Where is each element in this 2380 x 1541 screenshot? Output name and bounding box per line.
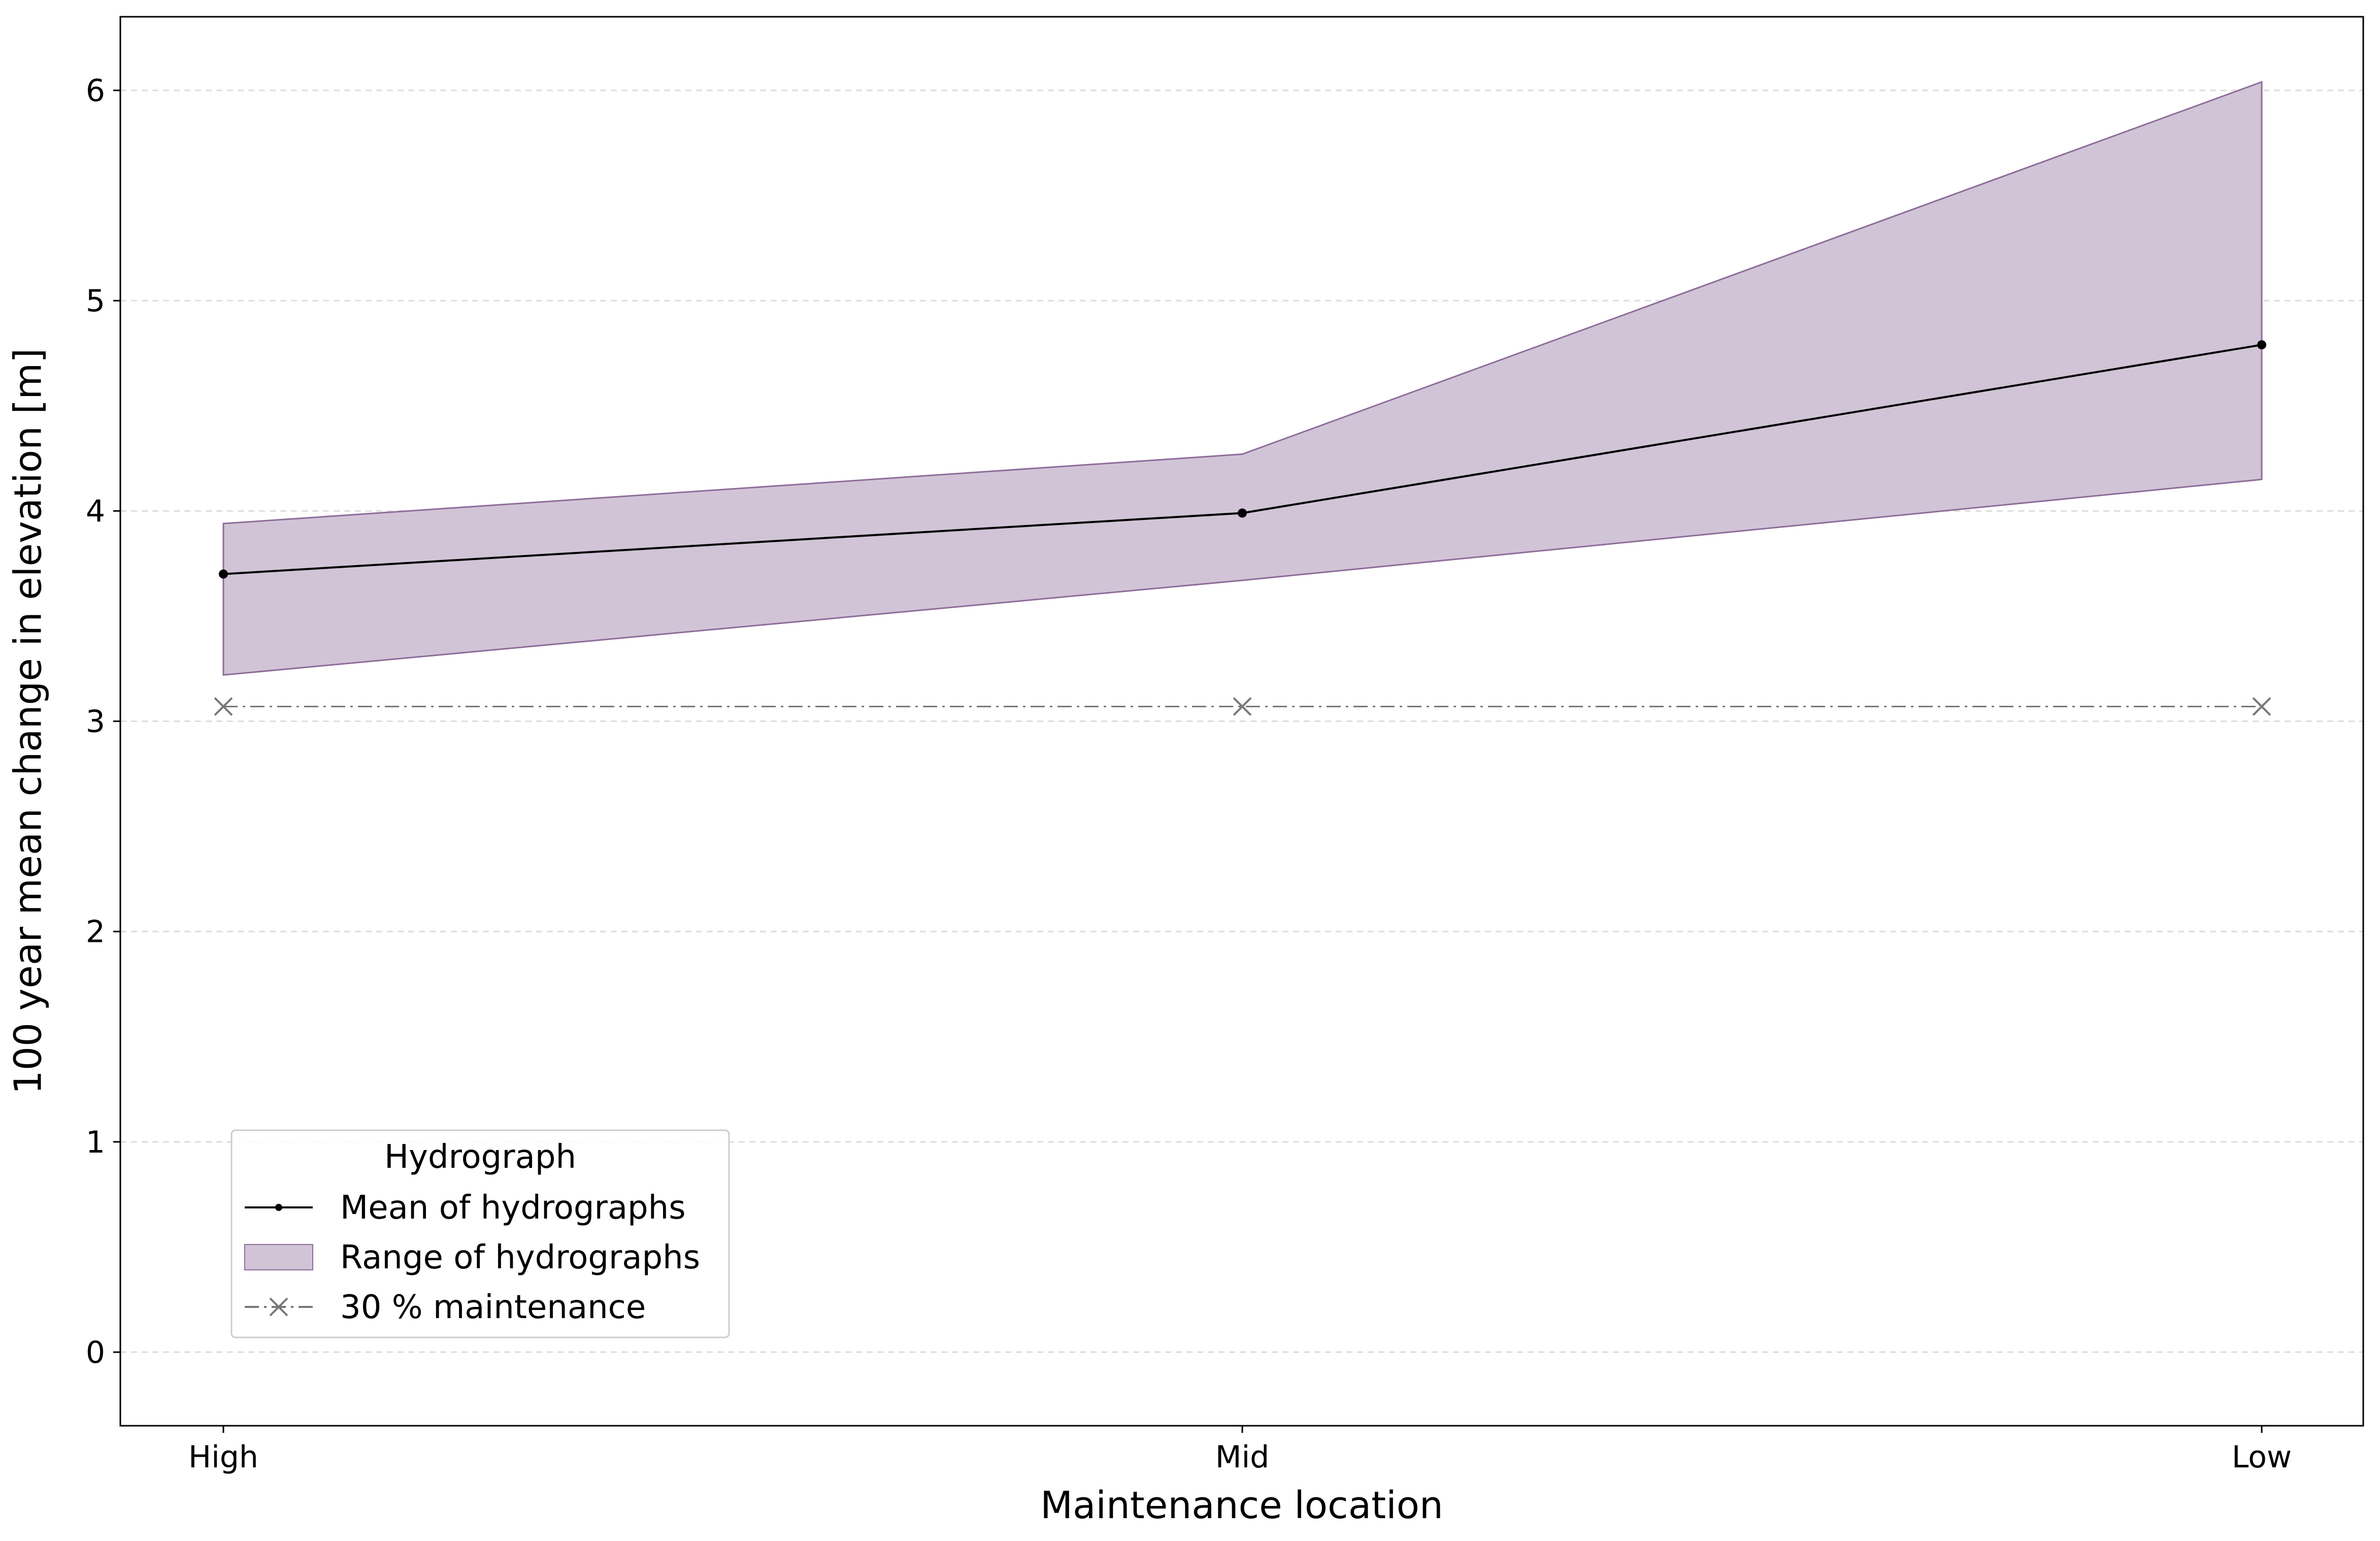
x-axis-title: Maintenance location — [1040, 1484, 1443, 1527]
y-tick-label-6: 6 — [86, 73, 105, 109]
maintenance-marker-low — [2252, 697, 2271, 716]
legend-mean-marker — [275, 1204, 282, 1211]
maintenance-line-layer — [214, 697, 2271, 716]
mean-point-high — [219, 569, 228, 579]
mean-point-low — [2257, 340, 2266, 350]
legend-maintenance-marker — [269, 1297, 288, 1317]
y-tick-label-3: 3 — [86, 704, 105, 740]
legend-label-maintenance: 30 % maintenance — [340, 1289, 646, 1326]
legend-label-range: Range of hydrographs — [340, 1239, 700, 1276]
legend: Hydrograph Mean of hydrographs Range of … — [230, 1129, 730, 1338]
x-tick-label-low: Low — [2232, 1439, 2292, 1475]
y-tick-label-4: 4 — [86, 494, 105, 529]
maintenance-marker-high — [214, 697, 233, 716]
y-axis-ticks: 0 1 2 3 4 5 6 — [86, 73, 120, 1370]
legend-label-mean: Mean of hydrographs — [340, 1189, 686, 1227]
x-tick-label-high: High — [188, 1439, 258, 1475]
legend-title: Hydrograph — [384, 1138, 576, 1176]
legend-entry-mean: Mean of hydrographs — [245, 1189, 686, 1227]
y-tick-label-2: 2 — [86, 914, 105, 950]
y-tick-label-0: 0 — [86, 1335, 105, 1370]
legend-range-swatch — [244, 1244, 313, 1270]
mean-line-layer — [219, 340, 2266, 579]
y-tick-label-5: 5 — [86, 283, 105, 319]
legend-entry-range: Range of hydrographs — [244, 1239, 700, 1276]
y-axis-title: 100 year mean change in elevation [m] — [7, 348, 50, 1094]
x-axis-ticks: High Mid Low — [188, 1426, 2292, 1475]
x-tick-label-mid: Mid — [1215, 1439, 1270, 1475]
legend-box — [230, 1129, 730, 1338]
range-band — [222, 81, 2263, 676]
legend-entry-maintenance: 30 % maintenance — [245, 1289, 646, 1326]
mean-point-mid — [1238, 508, 1247, 518]
maintenance-marker-mid — [1233, 697, 1252, 716]
y-tick-label-1: 1 — [86, 1125, 105, 1160]
range-band-layer — [222, 81, 2263, 676]
